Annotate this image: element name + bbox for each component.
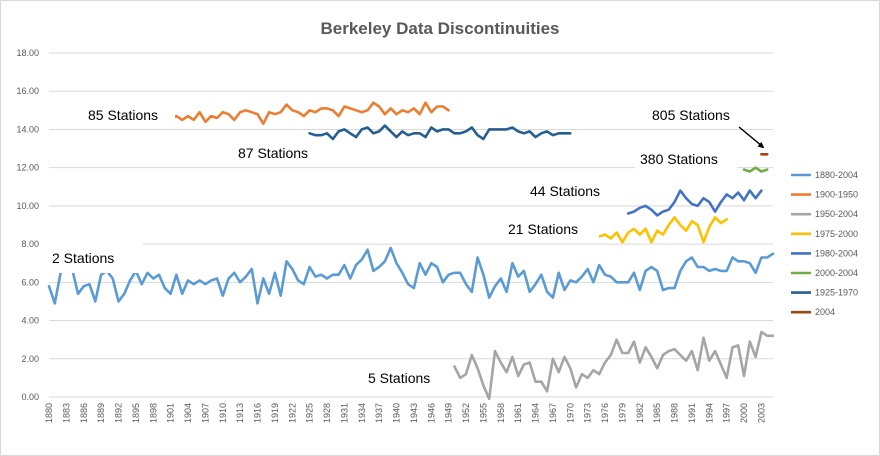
legend-entry: 1950-2004 [815, 209, 858, 219]
x-tick-label: 1934 [357, 403, 367, 423]
x-tick-label: 1922 [287, 403, 297, 423]
x-tick-label: 1958 [496, 403, 506, 423]
series-line-1925-1970 [308, 124, 572, 141]
x-tick-label: 1937 [374, 403, 384, 423]
legend-entry: 2000-2004 [815, 268, 858, 278]
x-tick-label: 1907 [200, 403, 210, 423]
legend-entry: 1975-2000 [815, 229, 858, 239]
annotation-arrow [738, 126, 763, 147]
x-tick-label: 1904 [183, 403, 193, 423]
x-tick-label: 1982 [635, 403, 645, 423]
x-tick-label: 1916 [253, 403, 263, 423]
x-tick-label: 1967 [548, 403, 558, 423]
x-tick-label: 1970 [565, 403, 575, 423]
x-tick-label: 1925 [305, 403, 315, 423]
x-tick-label: 1994 [704, 403, 714, 423]
x-tick-label: 1931 [339, 403, 349, 423]
x-tick-label: 1901 [166, 403, 176, 423]
x-tick-label: 2000 [739, 403, 749, 423]
station-count-annotation: 380 Stations [640, 151, 718, 167]
legend-entry: 1925-1970 [815, 288, 858, 298]
x-tick-label: 1919 [270, 403, 280, 423]
annotation-arrowhead [757, 141, 765, 149]
annotation-box [83, 101, 175, 129]
annotation-box [503, 215, 599, 243]
station-count-annotation: 85 Stations [88, 107, 158, 123]
station-count-annotation: 2 Stations [52, 250, 114, 266]
x-tick-label: 1961 [513, 403, 523, 423]
station-count-annotation: 5 Stations [368, 370, 430, 386]
x-tick-label: 1883 [61, 403, 71, 423]
x-tick-label: 1976 [600, 403, 610, 423]
x-tick-label: 1880 [44, 403, 54, 423]
station-count-annotation: 805 Stations [652, 107, 730, 123]
x-tick-label: 1910 [218, 403, 228, 423]
x-tick-label: 1991 [687, 403, 697, 423]
x-tick-label: 1913 [235, 403, 245, 423]
y-axis-ticks: 0.00 2.00 4.00 6.00 8.00 10.00 12.00 14.00 16.00… [16, 48, 39, 402]
x-tick-label: 1892 [114, 403, 124, 423]
gridlines [49, 52, 773, 398]
y-tick-label: 18.00 [16, 48, 39, 58]
series-line-1975-2000 [597, 216, 729, 244]
y-tick-label: 0.00 [21, 392, 39, 402]
x-tick-label: 1985 [652, 403, 662, 423]
x-tick-label: 1889 [96, 403, 106, 423]
x-tick-label: 1943 [409, 403, 419, 423]
y-tick-label: 14.00 [16, 124, 39, 134]
x-tick-label: 1952 [461, 403, 471, 423]
y-tick-label: 10.00 [16, 201, 39, 211]
series-line-1880-2004 [47, 246, 775, 305]
legend-entry: 1880-2004 [815, 170, 858, 180]
x-axis-ticks: 1880 1883 1886 1889 1892 1895 1898 1901 1904 1907… [44, 403, 766, 423]
annotation-box [525, 177, 625, 205]
series-lines [47, 101, 775, 401]
x-tick-label: 1979 [617, 403, 627, 423]
y-tick-label: 16.00 [16, 86, 39, 96]
x-tick-label: 1940 [392, 403, 402, 423]
y-tick-label: 12.00 [16, 163, 39, 173]
x-tick-label: 1886 [79, 403, 89, 423]
series-line-1980-2004 [626, 189, 763, 217]
x-tick-label: 1997 [722, 403, 732, 423]
y-tick-label: 4.00 [21, 316, 39, 326]
legend-entry: 1980-2004 [815, 248, 858, 258]
x-tick-label: 1946 [426, 403, 436, 423]
y-tick-label: 6.00 [21, 277, 39, 287]
x-tick-label: 1895 [131, 403, 141, 423]
station-count-annotation: 21 Stations [508, 221, 578, 237]
annotation-box [233, 139, 325, 167]
annotation-box [47, 243, 143, 273]
legend: 1880-2004 1900-1950 1950-2004 1975-2000 1980… [791, 170, 858, 317]
legend-entry: 1900-1950 [815, 190, 858, 200]
y-tick-label: 8.00 [21, 239, 39, 249]
station-annotations: 2 Stations 85 Stations 5 Stations 21 Statio… [47, 101, 765, 392]
series-line-2000-2004 [742, 166, 769, 173]
x-tick-label: 1973 [583, 403, 593, 423]
station-count-annotation: 44 Stations [530, 183, 600, 199]
x-tick-label: 1898 [148, 403, 158, 423]
series-line-1900-1950 [163, 101, 450, 125]
x-tick-label: 1964 [531, 403, 541, 423]
station-count-annotation: 87 Stations [238, 145, 308, 161]
annotation-box [647, 101, 749, 129]
x-tick-label: 1988 [670, 403, 680, 423]
annotation-box [635, 145, 737, 173]
y-tick-label: 2.00 [21, 354, 39, 364]
x-tick-label: 2003 [756, 403, 766, 423]
legend-entry: 2004 [815, 307, 835, 317]
x-tick-label: 1949 [444, 403, 454, 423]
chart-title: Berkeley Data Discontinuities [320, 19, 559, 38]
x-tick-label: 1928 [322, 403, 332, 423]
x-tick-label: 1955 [478, 403, 488, 423]
series-line-1950-2004 [453, 330, 775, 401]
annotation-box [363, 364, 445, 392]
